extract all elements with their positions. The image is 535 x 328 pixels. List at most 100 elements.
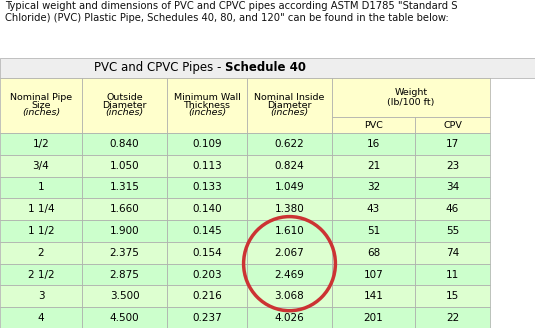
Text: (inches): (inches) (270, 108, 309, 117)
Text: 74: 74 (446, 248, 459, 258)
Bar (247, 220, 332, 242)
Text: 1.660: 1.660 (110, 204, 140, 214)
Text: 0.203: 0.203 (192, 270, 222, 279)
Bar (167, 133, 247, 155)
Bar (82, 77, 167, 133)
Text: 0.113: 0.113 (192, 161, 222, 171)
Text: Outside: Outside (106, 93, 143, 102)
Text: 21: 21 (367, 161, 380, 171)
Text: 1.049: 1.049 (274, 182, 304, 193)
Bar (332, 133, 415, 155)
Bar (82, 155, 167, 176)
Bar (167, 176, 247, 198)
Bar (415, 264, 490, 285)
Text: 11: 11 (446, 270, 459, 279)
Text: 1: 1 (37, 182, 44, 193)
Bar (415, 220, 490, 242)
Text: 1/2: 1/2 (33, 139, 49, 149)
Bar (82, 264, 167, 285)
Text: 0.622: 0.622 (274, 139, 304, 149)
Text: 46: 46 (446, 204, 459, 214)
Bar (332, 220, 415, 242)
Bar (0, 285, 82, 307)
Text: 1 1/4: 1 1/4 (28, 204, 55, 214)
Bar (247, 198, 332, 220)
Text: CPV: CPV (443, 121, 462, 130)
Text: Minimum Wall: Minimum Wall (174, 93, 240, 102)
Bar (415, 176, 490, 198)
Text: 23: 23 (446, 161, 459, 171)
Text: Typical weight and dimensions of PVC and CPVC pipes according ASTM D1785 "Standa: Typical weight and dimensions of PVC and… (5, 1, 458, 23)
Bar (332, 264, 415, 285)
Bar (0, 198, 82, 220)
Bar (247, 176, 332, 198)
Text: 4.500: 4.500 (110, 313, 139, 323)
Text: 16: 16 (367, 139, 380, 149)
Text: 1.380: 1.380 (274, 204, 304, 214)
Bar (167, 155, 247, 176)
Text: 0.840: 0.840 (110, 139, 139, 149)
Text: 43: 43 (367, 204, 380, 214)
Bar (0, 155, 82, 176)
Text: 68: 68 (367, 248, 380, 258)
Text: 0.154: 0.154 (192, 248, 222, 258)
Text: 1 1/2: 1 1/2 (28, 226, 55, 236)
Bar (82, 198, 167, 220)
Bar (247, 264, 332, 285)
Text: 3.500: 3.500 (110, 291, 139, 301)
Text: 3/4: 3/4 (33, 161, 49, 171)
Text: 4.026: 4.026 (274, 313, 304, 323)
Text: 17: 17 (446, 139, 459, 149)
Bar (167, 285, 247, 307)
Text: 0.140: 0.140 (192, 204, 222, 214)
Bar (82, 307, 167, 328)
Bar (247, 133, 332, 155)
Bar (167, 264, 247, 285)
Text: 2.067: 2.067 (274, 248, 304, 258)
Bar (82, 220, 167, 242)
Bar (247, 77, 332, 133)
Bar (332, 77, 490, 117)
Bar (82, 242, 167, 264)
Text: 55: 55 (446, 226, 459, 236)
Bar (167, 307, 247, 328)
Text: 1.050: 1.050 (110, 161, 139, 171)
Bar (332, 117, 415, 133)
Text: (inches): (inches) (22, 108, 60, 117)
Text: (inches): (inches) (105, 108, 143, 117)
Text: Nominal Inside: Nominal Inside (254, 93, 325, 102)
Bar (332, 285, 415, 307)
Text: 2.375: 2.375 (110, 248, 140, 258)
Text: 0.133: 0.133 (192, 182, 222, 193)
Bar (167, 242, 247, 264)
Text: PVC and CPVC Pipes -: PVC and CPVC Pipes - (94, 61, 225, 74)
Text: 0.824: 0.824 (274, 161, 304, 171)
Bar (167, 220, 247, 242)
Bar (0, 133, 82, 155)
Bar (247, 242, 332, 264)
Text: 51: 51 (367, 226, 380, 236)
Text: 4: 4 (37, 313, 44, 323)
Bar (332, 198, 415, 220)
Bar (332, 307, 415, 328)
Bar (332, 176, 415, 198)
Text: 1.900: 1.900 (110, 226, 139, 236)
Bar (0, 264, 82, 285)
Text: Thickness: Thickness (184, 101, 231, 110)
Bar (0, 242, 82, 264)
Bar (332, 242, 415, 264)
Bar (0, 176, 82, 198)
Bar (415, 155, 490, 176)
Text: 2.469: 2.469 (274, 270, 304, 279)
Text: 0.237: 0.237 (192, 313, 222, 323)
Bar (167, 77, 247, 133)
Bar (415, 307, 490, 328)
Bar (167, 198, 247, 220)
Bar (247, 155, 332, 176)
Text: Size: Size (31, 101, 51, 110)
Text: 3.068: 3.068 (274, 291, 304, 301)
Bar (415, 285, 490, 307)
Bar (332, 155, 415, 176)
Text: 3: 3 (37, 291, 44, 301)
Text: 201: 201 (364, 313, 384, 323)
